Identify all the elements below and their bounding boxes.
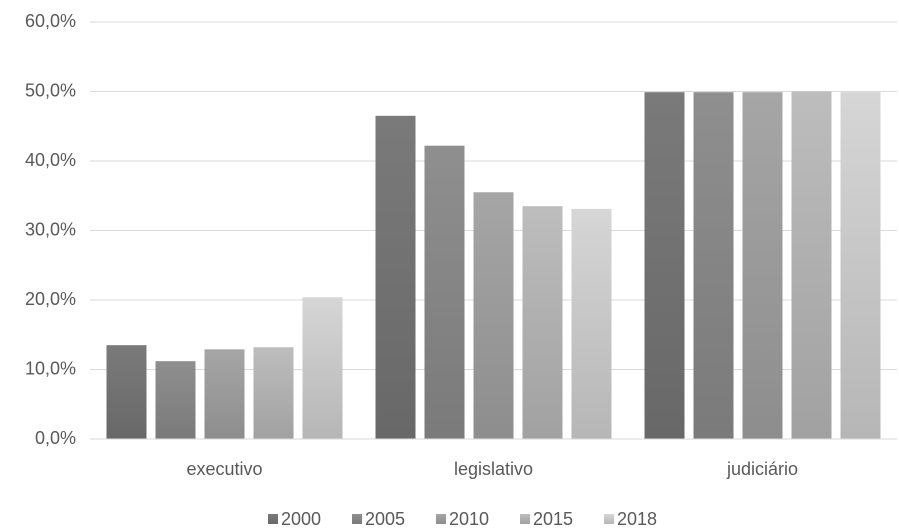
y-tick-label: 10,0% <box>25 358 76 378</box>
x-tick-label: executivo <box>186 459 262 479</box>
bar <box>742 92 783 439</box>
x-tick-label: legislativo <box>454 459 533 479</box>
y-tick-label: 30,0% <box>25 219 76 239</box>
y-tick-label: 50,0% <box>25 80 76 100</box>
legend-label: 2010 <box>449 509 489 529</box>
legend-swatch <box>604 514 614 524</box>
bar <box>791 91 832 439</box>
bar <box>155 361 196 439</box>
bar <box>204 349 245 439</box>
y-tick-label: 20,0% <box>25 289 76 309</box>
legend-label: 2015 <box>533 509 573 529</box>
bar <box>644 92 685 439</box>
bar <box>302 297 343 439</box>
y-tick-label: 0,0% <box>35 428 76 448</box>
bar <box>253 347 294 439</box>
y-tick-label: 60,0% <box>25 11 76 31</box>
legend-label: 2000 <box>281 509 321 529</box>
bar <box>522 206 563 439</box>
legend-swatch <box>436 514 446 524</box>
legend-swatch <box>352 514 362 524</box>
x-tick-label: judiciário <box>726 459 798 479</box>
bar <box>106 345 147 439</box>
bar <box>693 92 734 439</box>
legend-swatch <box>268 514 278 524</box>
y-tick-label: 40,0% <box>25 150 76 170</box>
legend-swatch <box>520 514 530 524</box>
bar <box>571 208 612 439</box>
bar <box>424 145 465 439</box>
legend-label: 2018 <box>617 509 657 529</box>
legend-label: 2005 <box>365 509 405 529</box>
bar <box>840 92 881 439</box>
bar <box>473 192 514 439</box>
bar <box>375 115 416 439</box>
